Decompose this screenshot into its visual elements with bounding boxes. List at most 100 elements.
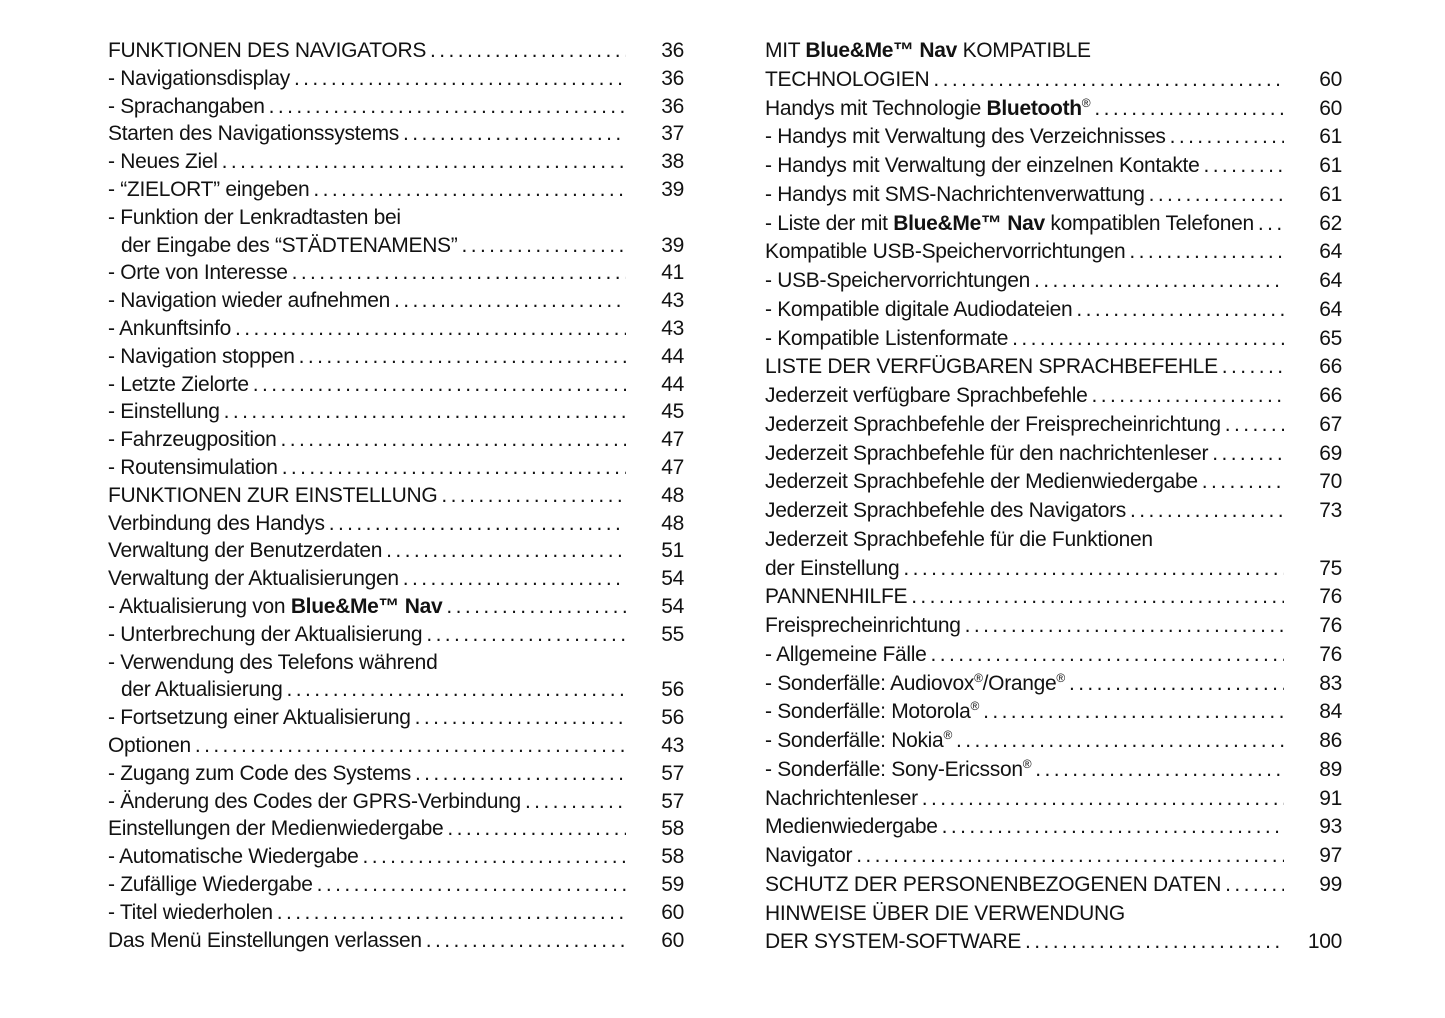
page-number: 84 [1319, 700, 1342, 724]
dotted-leader [426, 927, 626, 955]
toc-entry-label: LISTE DER VERFÜGBAREN SPRACHBEFEHLE [765, 355, 1218, 379]
page-number: 70 [1319, 470, 1342, 494]
dotted-leader [235, 315, 626, 343]
toc-entry: - USB-Speichervorrichtungen 64 [765, 267, 1342, 296]
dotted-leader [1149, 181, 1284, 210]
page-number: 43 [661, 316, 684, 340]
page-number: 37 [661, 122, 684, 146]
dotted-leader [447, 815, 626, 843]
dotted-leader [287, 676, 626, 704]
page-number: 57 [661, 789, 684, 813]
dotted-leader [1025, 928, 1284, 957]
toc-entry-label: - Fortsetzung einer Aktualisierung [108, 706, 411, 730]
dotted-leader [362, 843, 626, 871]
toc-entry: - Letzte Zielorte 44 [108, 371, 684, 399]
toc-entry: Jederzeit Sprachbefehle für die Funktion… [765, 526, 1342, 555]
toc-entry-label: - Kompatible Listenformate [765, 326, 1009, 350]
toc-entry-label: - Sonderfälle: Audiovox®/Orange® [765, 670, 1065, 695]
page-number: 60 [661, 928, 684, 952]
dotted-leader [1225, 871, 1284, 900]
page-number: 89 [1319, 757, 1342, 781]
toc-entry-label: - Navigation wieder aufnehmen [108, 289, 390, 313]
dotted-leader [911, 583, 1284, 612]
toc-entry-label: - Sonderfälle: Motorola® [765, 699, 980, 724]
toc-entry: - Funktion der Lenkradtasten bei [108, 204, 684, 232]
dotted-leader [195, 732, 626, 760]
page-number: 55 [661, 622, 684, 646]
toc-entry: DER SYSTEM-SOFTWARE 100 [765, 928, 1342, 957]
toc-entry: - Zufällige Wiedergabe 59 [108, 871, 684, 899]
toc-entry-label: - Ankunftsinfo [108, 316, 232, 340]
toc-entry: - Kompatible digitale Audiodateien 64 [765, 296, 1342, 325]
toc-entry-label: - Zufällige Wiedergabe [108, 872, 313, 896]
page-number: 60 [1319, 96, 1342, 120]
toc-entry-label: - Handys mit SMS-Nachrichtenverwattung [765, 182, 1145, 206]
dotted-leader [269, 93, 626, 121]
toc-entry: MIT Blue&Me™ Nav KOMPATIBLE [765, 37, 1342, 66]
toc-entry: - Sonderfälle: Motorola® 84 [765, 698, 1342, 727]
toc-entry-label: - Zugang zum Code des Systems [108, 761, 411, 785]
dotted-leader [965, 612, 1284, 641]
toc-entry: Das Menü Einstellungen verlassen 60 [108, 927, 684, 955]
dotted-leader [942, 813, 1284, 842]
page-number: 48 [661, 511, 684, 535]
toc-entry-label: Verbindung des Handys [108, 511, 325, 535]
dotted-leader [313, 176, 626, 204]
toc-entry-label: - Handys mit Verwaltung der einzelnen Ko… [765, 154, 1200, 177]
toc-entry-label: Das Menü Einstellungen verlassen [108, 928, 422, 952]
toc-entry-label: - Einstellung [108, 400, 220, 424]
toc-entry: Freisprecheinrichtung 76 [765, 612, 1342, 641]
toc-entry: Verbindung des Handys 48 [108, 510, 684, 538]
toc-entry: - Sonderfälle: Nokia® 86 [765, 727, 1342, 756]
toc-entry: der Aktualisierung 56 [108, 676, 684, 704]
page-number: 61 [1319, 182, 1342, 206]
toc-entry-label: DER SYSTEM-SOFTWARE [765, 930, 1022, 954]
toc-entry-label: - Letzte Zielorte [108, 372, 249, 396]
page-number: 43 [661, 289, 684, 313]
dotted-leader [282, 454, 626, 482]
toc-entry-label: - Funktion der Lenkradtasten bei [108, 205, 401, 229]
toc-entry-label: - Sonderfälle: Sony-Ericsson® [765, 756, 1032, 781]
page-number: 36 [661, 39, 684, 62]
page-number: 99 [1319, 872, 1342, 896]
dotted-leader [1092, 382, 1284, 411]
dotted-leader [1035, 756, 1284, 785]
page-number: 64 [1319, 240, 1342, 264]
page-number: 100 [1307, 930, 1342, 954]
toc-entry: - Verwendung des Telefons während [108, 649, 684, 677]
toc-entry-label: - Automatische Wiedergabe [108, 845, 359, 869]
dotted-leader [1202, 468, 1284, 497]
toc-entry: - Orte von Interesse 41 [108, 259, 684, 287]
toc-entry-label: TECHNOLOGIEN [765, 67, 930, 91]
toc-entry-label: MIT Blue&Me™ Nav KOMPATIBLE [765, 39, 1091, 62]
toc-entry: PANNENHILFE 76 [765, 583, 1342, 612]
toc-entry: Einstellungen der Medienwiedergabe 58 [108, 815, 684, 843]
toc-entry: Verwaltung der Aktualisierungen 54 [108, 565, 684, 593]
page-number: 54 [661, 594, 684, 618]
dotted-leader [1258, 210, 1284, 239]
toc-column: MIT Blue&Me™ Nav KOMPATIBLE TECHNOLOGIEN 6… [765, 37, 1342, 957]
toc-entry: Jederzeit Sprachbefehle für den nachrich… [765, 440, 1342, 469]
dotted-leader [415, 704, 626, 732]
toc-entry-label: - Handys mit Verwaltung des Verzeichniss… [765, 125, 1166, 149]
toc-entry: - Navigationsdisplay 36 [108, 65, 684, 93]
toc-entry: Jederzeit Sprachbefehle der Medienwieder… [765, 468, 1342, 497]
page-number: 65 [1319, 326, 1342, 350]
toc-entry: - Handys mit Verwaltung der einzelnen Ko… [765, 152, 1342, 181]
page-number: 76 [1319, 585, 1342, 609]
page-number: 64 [1319, 297, 1342, 321]
toc-entry-label: der Einstellung [765, 556, 900, 580]
page-number: 64 [1319, 269, 1342, 292]
toc-entry: HINWEISE ÜBER DIE VERWENDUNG [765, 900, 1342, 929]
dotted-leader [277, 899, 626, 927]
toc-entry: - Ankunftsinfo 43 [108, 315, 684, 343]
dotted-leader [1222, 353, 1284, 382]
toc-entry: SCHUTZ DER PERSONENBEZOGENEN DATEN 99 [765, 871, 1342, 900]
dotted-leader [856, 842, 1284, 871]
toc-entry-label: Medienwiedergabe [765, 815, 938, 839]
dotted-leader [1129, 238, 1284, 267]
toc-entry: - Automatische Wiedergabe 58 [108, 843, 684, 871]
dotted-leader [292, 259, 626, 287]
toc-entry: - “ZIELORT” eingeben 39 [108, 176, 684, 204]
toc-entry-label: SCHUTZ DER PERSONENBEZOGENEN DATEN [765, 872, 1222, 896]
